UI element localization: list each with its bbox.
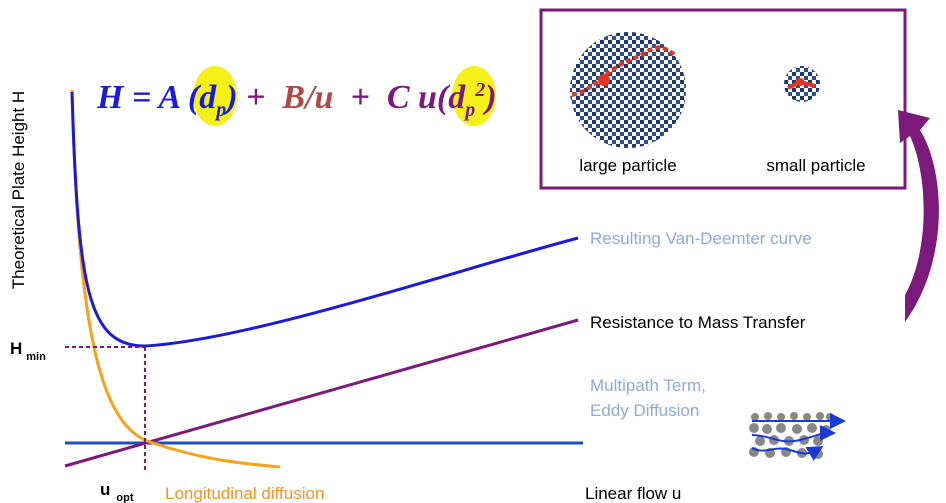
mass-transfer-label: Resistance to Mass Transfer — [590, 313, 806, 332]
eq-seg: + — [238, 79, 283, 116]
highlight — [193, 66, 237, 126]
longitudinal-curve — [70, 89, 281, 469]
analyte — [598, 74, 610, 86]
large-particle — [570, 32, 686, 148]
eq-sub: p — [463, 99, 475, 121]
u-opt-label: u opt — [100, 480, 134, 503]
inset-label: large particle — [579, 156, 676, 175]
eq-seg: + — [333, 79, 386, 116]
eq-sub: p — [214, 99, 226, 121]
inset-label: small particle — [766, 156, 865, 175]
eq-seg: C u(d — [387, 79, 466, 116]
eq-seg: ) — [482, 79, 496, 116]
analyte — [796, 78, 804, 86]
h-min-sub: min — [26, 351, 46, 363]
path-large — [571, 45, 677, 97]
flow-arrow — [751, 425, 836, 443]
van-deemter-curve — [70, 91, 579, 348]
flow-arrow — [751, 445, 824, 461]
equation: H = A (dp) + B/u + C u(dp2) — [96, 79, 497, 121]
multipath-label: Eddy Diffusion — [590, 401, 699, 420]
eq-seg: (d — [188, 79, 217, 116]
multipath-label: Multipath Term, — [590, 376, 706, 395]
u-opt-main: u — [100, 480, 110, 499]
eq-seg: ) — [223, 79, 237, 116]
u-opt-sub: opt — [116, 492, 133, 503]
y-axis-label: Theoretical Plate Height H — [9, 91, 28, 289]
curved-arrow — [898, 110, 939, 322]
x-axis-label: Linear flow u — [585, 484, 681, 503]
h-min-main: H — [10, 339, 22, 358]
eq-seg: B/u — [281, 79, 333, 116]
eq-sup: 2 — [474, 79, 485, 101]
highlight — [452, 66, 496, 126]
longitudinal-label: Longitudinal diffusion — [165, 484, 324, 503]
van-deemter-label: Resulting Van-Deemter curve — [590, 229, 812, 248]
eq-seg: H = A — [96, 79, 188, 116]
